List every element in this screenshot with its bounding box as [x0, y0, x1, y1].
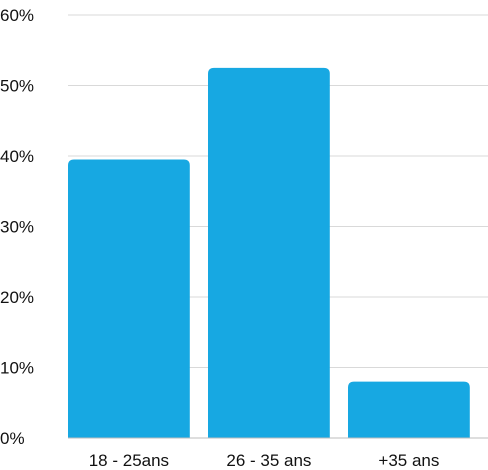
- bars: [68, 67, 470, 438]
- y-tick-label: 40%: [0, 147, 34, 166]
- y-tick-label: 60%: [0, 6, 34, 25]
- x-category-label: 26 - 35 ans: [226, 451, 311, 470]
- bar: [348, 381, 470, 438]
- x-axis-category-labels: 18 - 25ans 26 - 35 ans +35 ans: [89, 451, 440, 470]
- y-tick-label: 30%: [0, 218, 34, 237]
- bar: [208, 67, 330, 438]
- y-tick-label: 20%: [0, 288, 34, 307]
- bar: [68, 159, 190, 438]
- x-category-label: +35 ans: [378, 451, 439, 470]
- y-tick-label: 50%: [0, 77, 34, 96]
- y-axis-tick-labels: 0% 10% 20% 30% 40% 50% 60%: [0, 6, 34, 448]
- y-tick-label: 0%: [0, 429, 25, 448]
- x-category-label: 18 - 25ans: [89, 451, 169, 470]
- y-tick-label: 10%: [0, 359, 34, 378]
